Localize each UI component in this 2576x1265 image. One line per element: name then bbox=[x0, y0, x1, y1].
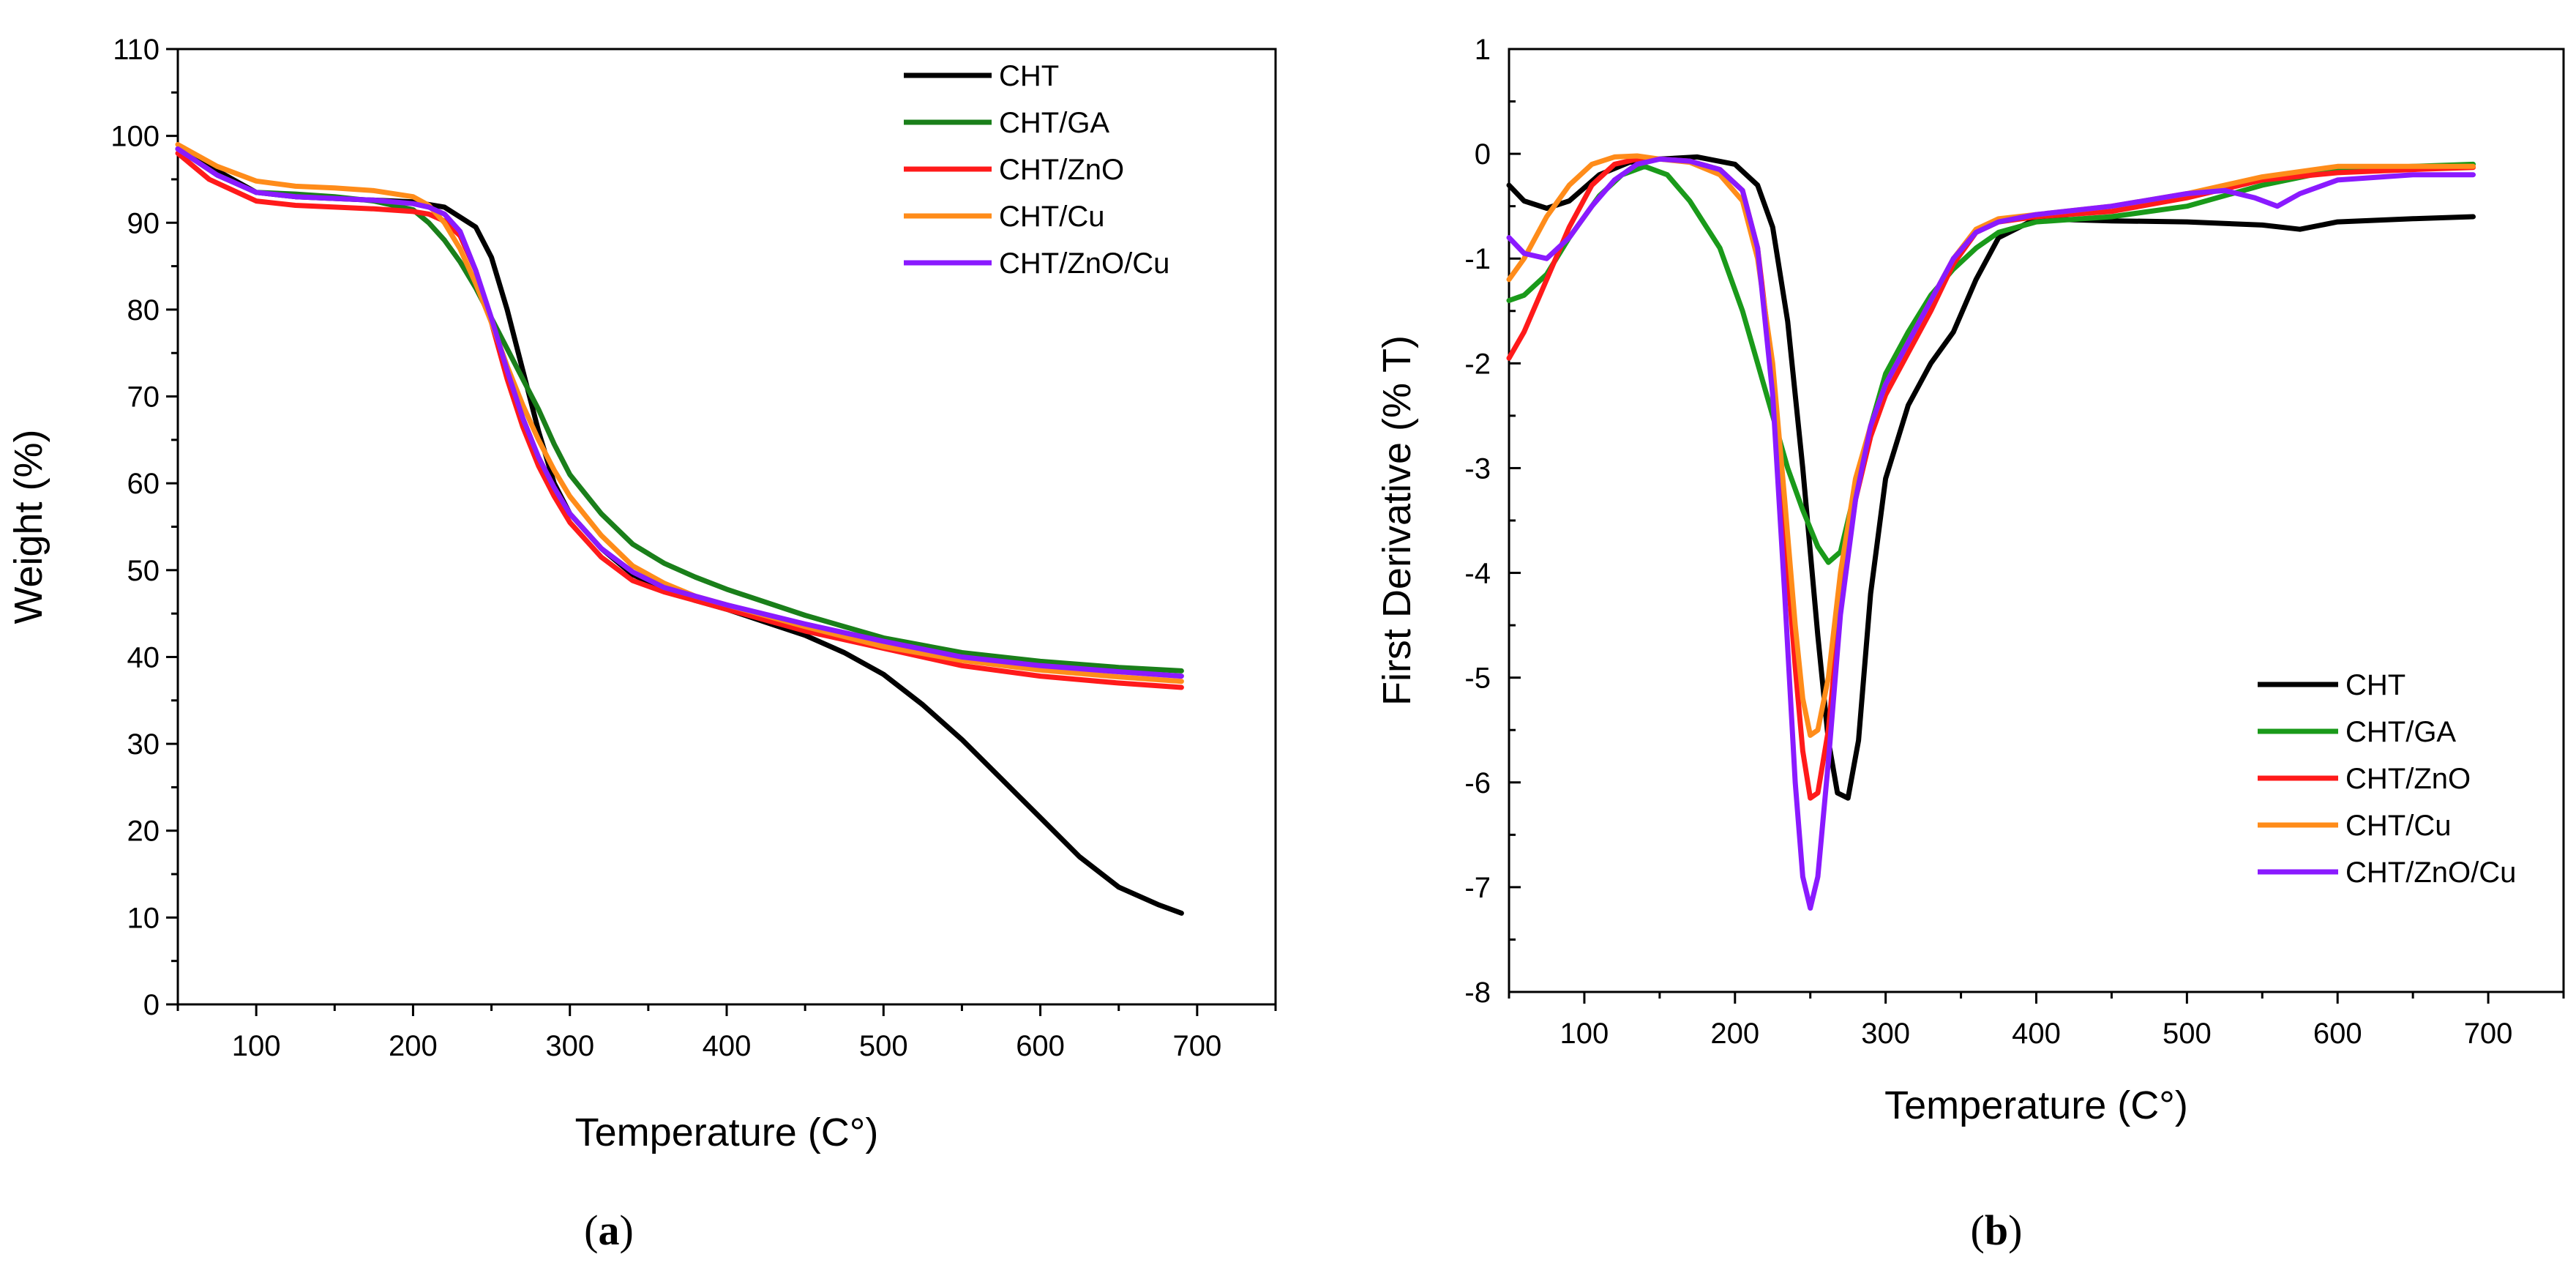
series-line-cht-zno-cu bbox=[175, 146, 1184, 679]
y-tick-label: 0 bbox=[1475, 138, 1491, 171]
x-tick-label: 300 bbox=[1861, 1018, 1910, 1050]
caption-a-text: (a) bbox=[584, 1206, 634, 1254]
y-tick-label: -5 bbox=[1464, 663, 1491, 695]
y-tick-label: 40 bbox=[127, 641, 160, 673]
x-tick-label: 700 bbox=[1172, 1030, 1221, 1062]
caption-b: (b) bbox=[1971, 1206, 2023, 1254]
y-tick-label: -4 bbox=[1464, 558, 1491, 590]
series-line-cht-cu bbox=[1506, 153, 2476, 738]
caption-b-text: (b) bbox=[1971, 1206, 2023, 1254]
y-tick-label: 80 bbox=[127, 294, 160, 326]
panel-a: 100 200 300 400 500 600 700 0 10 20 30 40 50 60 70 80 90… bbox=[7, 34, 1277, 1154]
y-tick-label: -1 bbox=[1464, 243, 1491, 275]
legend-label: CHT/ZnO bbox=[999, 154, 1124, 186]
y-tick-label: 60 bbox=[127, 468, 160, 500]
legend-label: CHT/Cu bbox=[999, 201, 1104, 233]
y-tick-label: 20 bbox=[127, 816, 160, 848]
x-tick-label: 600 bbox=[2313, 1018, 2362, 1050]
y-tick-label: 10 bbox=[127, 902, 160, 934]
y-tick-label: -8 bbox=[1464, 977, 1491, 1009]
x-tick-label: 200 bbox=[389, 1030, 438, 1062]
series-line-cht-zno bbox=[1506, 156, 2476, 801]
plot-frame bbox=[176, 48, 1277, 1006]
y-tick-label: -2 bbox=[1464, 348, 1491, 380]
legend-label: CHT/GA bbox=[999, 107, 1109, 139]
legend-label: CHT/Cu bbox=[2345, 810, 2451, 842]
y-tick-label: 90 bbox=[127, 207, 160, 239]
x-tick-label: 500 bbox=[859, 1030, 908, 1062]
y-tick-label: -6 bbox=[1464, 767, 1491, 799]
series-line-cht bbox=[1506, 154, 2476, 801]
y-tick-label: 50 bbox=[127, 555, 160, 587]
y-tick-label: 110 bbox=[113, 34, 160, 66]
x-tick-label: 500 bbox=[2163, 1018, 2212, 1050]
y-axis-label: Weight (%) bbox=[7, 429, 50, 624]
x-tick-label: 100 bbox=[232, 1030, 281, 1062]
panel-b: 100 200 300 400 500 600 700 1 0 -1 -2 -3 -4 -5 -6 -7 -8 T… bbox=[1375, 34, 2565, 1127]
x-tick-label: 100 bbox=[1560, 1018, 1609, 1050]
y-tick-label: -3 bbox=[1464, 452, 1491, 485]
series-line-cht-zno-cu bbox=[1506, 156, 2476, 911]
legend-label: CHT/ZnO/Cu bbox=[999, 247, 1169, 280]
legend-label: CHT/ZnO bbox=[2345, 763, 2471, 795]
x-tick-label: 400 bbox=[703, 1030, 752, 1062]
legend-label: CHT bbox=[999, 60, 1059, 92]
x-tick-label: 700 bbox=[2464, 1018, 2513, 1050]
y-axis-label: First Derivative (% T) bbox=[1375, 335, 1419, 706]
series-line-cht-cu bbox=[175, 142, 1184, 684]
x-tick-label: 300 bbox=[545, 1030, 594, 1062]
y-tick-label: -7 bbox=[1464, 872, 1491, 904]
y-tick-label: 0 bbox=[143, 989, 160, 1021]
x-axis-label: Temperature (C°) bbox=[1884, 1083, 2188, 1127]
legend-label: CHT/GA bbox=[2345, 716, 2456, 748]
x-axis-label: Temperature (C°) bbox=[575, 1111, 879, 1154]
x-tick-label: 200 bbox=[1710, 1018, 1759, 1050]
y-tick-label: 1 bbox=[1475, 34, 1491, 66]
legend-label: CHT/ZnO/Cu bbox=[2345, 857, 2516, 889]
plot-frame bbox=[1508, 48, 2565, 993]
x-tick-label: 400 bbox=[2012, 1018, 2061, 1050]
legend-label: CHT bbox=[2345, 669, 2405, 701]
y-tick-label: 70 bbox=[127, 381, 160, 414]
y-tick-label: 30 bbox=[127, 728, 160, 761]
x-tick-label: 600 bbox=[1016, 1030, 1065, 1062]
caption-a: (a) bbox=[584, 1206, 634, 1254]
y-tick-label: 100 bbox=[111, 121, 160, 153]
series-line-cht-zno bbox=[175, 150, 1184, 690]
